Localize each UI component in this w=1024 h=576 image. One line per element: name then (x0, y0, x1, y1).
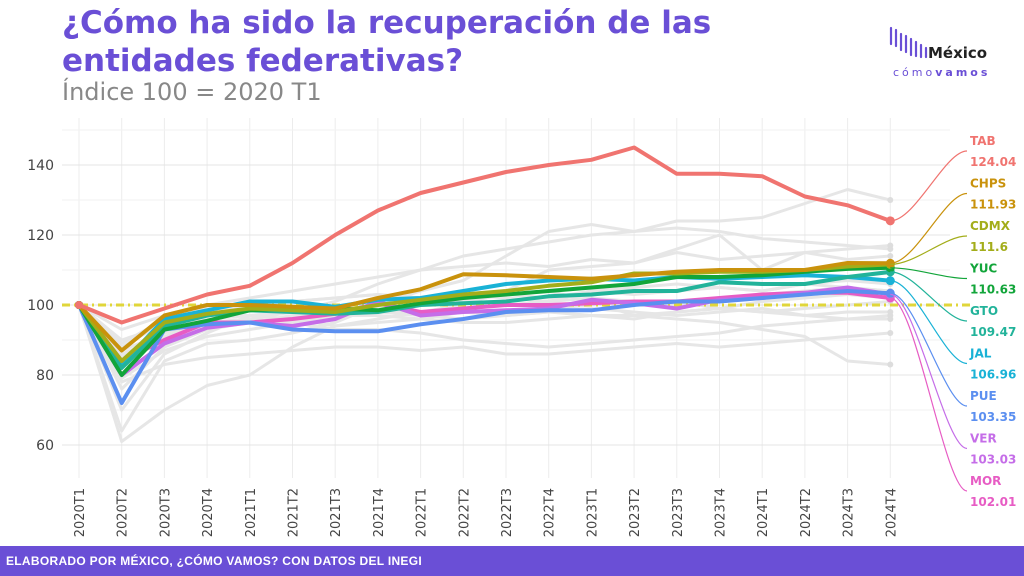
y-tick-label: 60 (36, 438, 54, 454)
leader-line-pue (890, 292, 968, 407)
background-series-end-point (887, 197, 894, 203)
line-chart: 60 80 100 120 140 2020T1 2020T2 2020T3 2020T4 202… (27, 118, 1016, 537)
x-tick-label: 2023T3 (671, 488, 686, 537)
leader-line-yuc (890, 267, 968, 280)
series-label-jal: JAL (969, 347, 992, 361)
x-tick-label: 2020T3 (158, 488, 173, 537)
y-tick-label: 140 (27, 158, 54, 174)
logo-bars-icon (889, 26, 928, 59)
x-tick-label: 2024T4 (884, 488, 899, 537)
leader-line-ver (890, 293, 968, 450)
page-title: ¿Cómo ha sido la recuperación de las ent… (62, 5, 712, 79)
series-line-tab (77, 145, 893, 325)
series-label-gto: GTO (970, 304, 998, 318)
x-tick-label: 2024T3 (842, 488, 857, 537)
series-label-pue: PUE (970, 389, 997, 403)
leader-line-tab (890, 150, 968, 222)
logo-text-vamos: vamos (935, 66, 991, 79)
series-value-label-mor: 102.01 (970, 495, 1016, 509)
x-tick-label: 2020T2 (116, 488, 131, 537)
background-series-end-point (887, 253, 894, 259)
series-line-pue (77, 289, 893, 405)
series-value-label-pue: 103.35 (970, 410, 1016, 424)
series-label-tab: TAB (970, 134, 996, 148)
series-value-label-gto: 109.47 (970, 325, 1016, 339)
x-tick-label: 2024T1 (756, 488, 771, 537)
x-tick-label: 2022T2 (457, 488, 472, 537)
series-label-mor: MOR (970, 474, 1001, 488)
series-label-yuc: YUC (969, 262, 997, 276)
logo-text-top: México (928, 44, 988, 62)
x-tick-label: 2020T1 (73, 488, 88, 537)
series-line-chps (77, 261, 893, 353)
y-tick-label: 120 (27, 228, 54, 244)
series-value-label-cdmx: 111.6 (970, 240, 1008, 254)
y-tick-label: 100 (27, 298, 54, 314)
series-value-label-ver: 103.03 (970, 453, 1016, 467)
background-series-end-point (887, 242, 894, 249)
mexico-como-vamos-logo: México cómovamos (888, 26, 998, 82)
series-line-yuc (77, 265, 893, 377)
x-tick-label: 2023T2 (628, 488, 643, 537)
series-label-ver: VER (970, 432, 997, 446)
background-series-end-point (887, 330, 894, 336)
background-series-line (77, 304, 891, 384)
footer-credit: ELABORADO POR MÉXICO, ¿CÓMO VAMOS? CON D… (0, 546, 1024, 576)
leader-line-cdmx (890, 235, 968, 265)
x-tick-label: 2021T2 (287, 488, 302, 537)
series-value-label-yuc: 110.63 (970, 283, 1016, 297)
x-tick-label: 2022T1 (415, 488, 430, 537)
x-tick-label: 2022T3 (500, 488, 515, 537)
series-start-point (75, 301, 83, 309)
y-tick-label: 80 (36, 368, 54, 384)
series-label-chps: CHPS (970, 177, 1006, 191)
series-value-label-jal: 106.96 (970, 368, 1016, 382)
background-series-line (77, 188, 891, 433)
series-value-label-chps: 111.93 (970, 198, 1016, 212)
x-tick-label: 2020T4 (201, 488, 216, 537)
background-series-end-point (887, 361, 894, 368)
logo-text-como: cómo (893, 66, 936, 79)
x-tick-label: 2022T4 (543, 488, 558, 537)
series-value-label-tab: 124.04 (970, 155, 1016, 169)
leader-line-jal (890, 280, 968, 365)
series-label-cdmx: CDMX (970, 219, 1011, 233)
x-tick-label: 2021T1 (244, 488, 259, 537)
x-tick-label: 2021T4 (372, 488, 387, 537)
x-tick-label: 2023T4 (714, 488, 729, 537)
x-tick-label: 2023T1 (585, 488, 600, 537)
background-series-end-point (887, 309, 894, 315)
background-series-line (77, 226, 891, 412)
leader-line-mor (890, 297, 968, 492)
x-tick-label: 2021T3 (329, 488, 344, 537)
leader-line-gto (890, 271, 968, 322)
leader-line-chps (890, 192, 968, 264)
page-subtitle: Índice 100 = 2020 T1 (62, 78, 322, 106)
logo-text-bottom: cómovamos (893, 66, 990, 79)
x-tick-label: 2024T2 (799, 488, 814, 537)
